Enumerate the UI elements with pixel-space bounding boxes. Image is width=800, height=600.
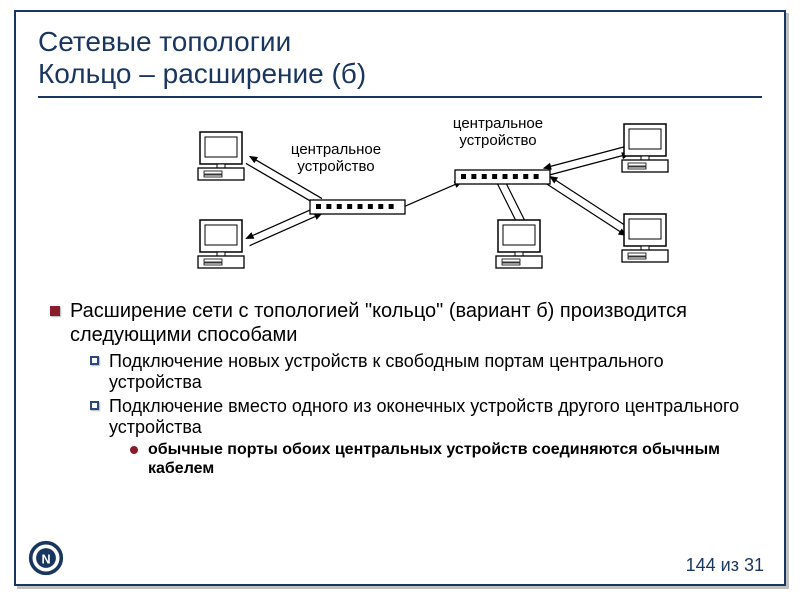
logo-letter: N <box>41 552 50 566</box>
bullet-text: Расширение сети с топологией "кольцо" (в… <box>70 300 760 347</box>
hollow-square-bullet-icon <box>90 401 99 410</box>
body-text: Расширение сети с топологией "кольцо" (в… <box>50 300 760 481</box>
page-current: 144 <box>686 555 716 575</box>
network-diagram: центральноеустройство центральноеустройс… <box>0 110 800 290</box>
diagram-svg <box>0 110 800 290</box>
page-separator: из <box>716 555 744 575</box>
bullet-level2: Подключение вместо одного из оконечных у… <box>90 396 760 438</box>
bullet-level2: Подключение новых устройств к свободным … <box>90 351 760 393</box>
bullet-level1: Расширение сети с топологией "кольцо" (в… <box>50 300 760 347</box>
bullet-text: Подключение новых устройств к свободным … <box>109 351 760 393</box>
hub-label-left: центральноеустройство <box>276 142 396 175</box>
square-bullet-icon <box>50 306 60 316</box>
page-total: 31 <box>744 555 764 575</box>
bullet-text: обычные порты обоих центральных устройст… <box>148 440 760 478</box>
hollow-square-bullet-icon <box>90 356 99 365</box>
bullet-text: Подключение вместо одного из оконечных у… <box>109 396 760 438</box>
hub-label-right: центральноеустройство <box>438 116 558 149</box>
page-number: 144 из 31 <box>686 555 764 576</box>
bullet-level3: обычные порты обоих центральных устройст… <box>130 440 760 478</box>
dot-bullet-icon <box>130 446 138 454</box>
university-logo: N <box>28 540 64 576</box>
slide-title-block: Сетевые топологии Кольцо – расширение (б… <box>38 26 762 98</box>
title-line-2: Кольцо – расширение (б) <box>38 58 762 90</box>
title-line-1: Сетевые топологии <box>38 26 762 58</box>
